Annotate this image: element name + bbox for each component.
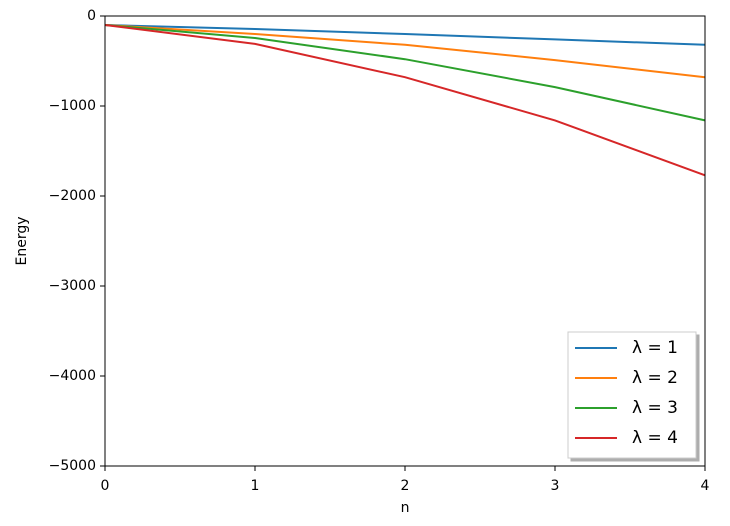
- x-tick-label: 1: [251, 478, 260, 494]
- x-tick-label: 3: [551, 478, 560, 494]
- y-tick-label: −4000: [49, 368, 96, 384]
- series-line: [104, 24, 706, 177]
- legend-label: λ = 1: [632, 338, 678, 358]
- x-tick-label: 2: [401, 478, 410, 494]
- x-axis-label: n: [401, 500, 410, 516]
- series-line: [104, 24, 706, 46]
- legend-label: λ = 3: [632, 398, 678, 418]
- y-tick-label: −3000: [49, 278, 96, 294]
- x-tick-label: 4: [701, 478, 710, 494]
- y-axis-label: Energy: [14, 216, 30, 265]
- legend-label: λ = 4: [632, 428, 678, 448]
- y-tick-label: −1000: [49, 98, 96, 114]
- y-tick-label: −2000: [49, 188, 96, 204]
- x-tick-label: 0: [101, 478, 110, 494]
- y-tick-label: −5000: [49, 458, 96, 474]
- y-tick-label: 0: [87, 8, 96, 24]
- series-line: [104, 24, 706, 122]
- series-line: [104, 24, 706, 79]
- plot-frame: [104, 15, 706, 467]
- legend-label: λ = 2: [632, 368, 678, 388]
